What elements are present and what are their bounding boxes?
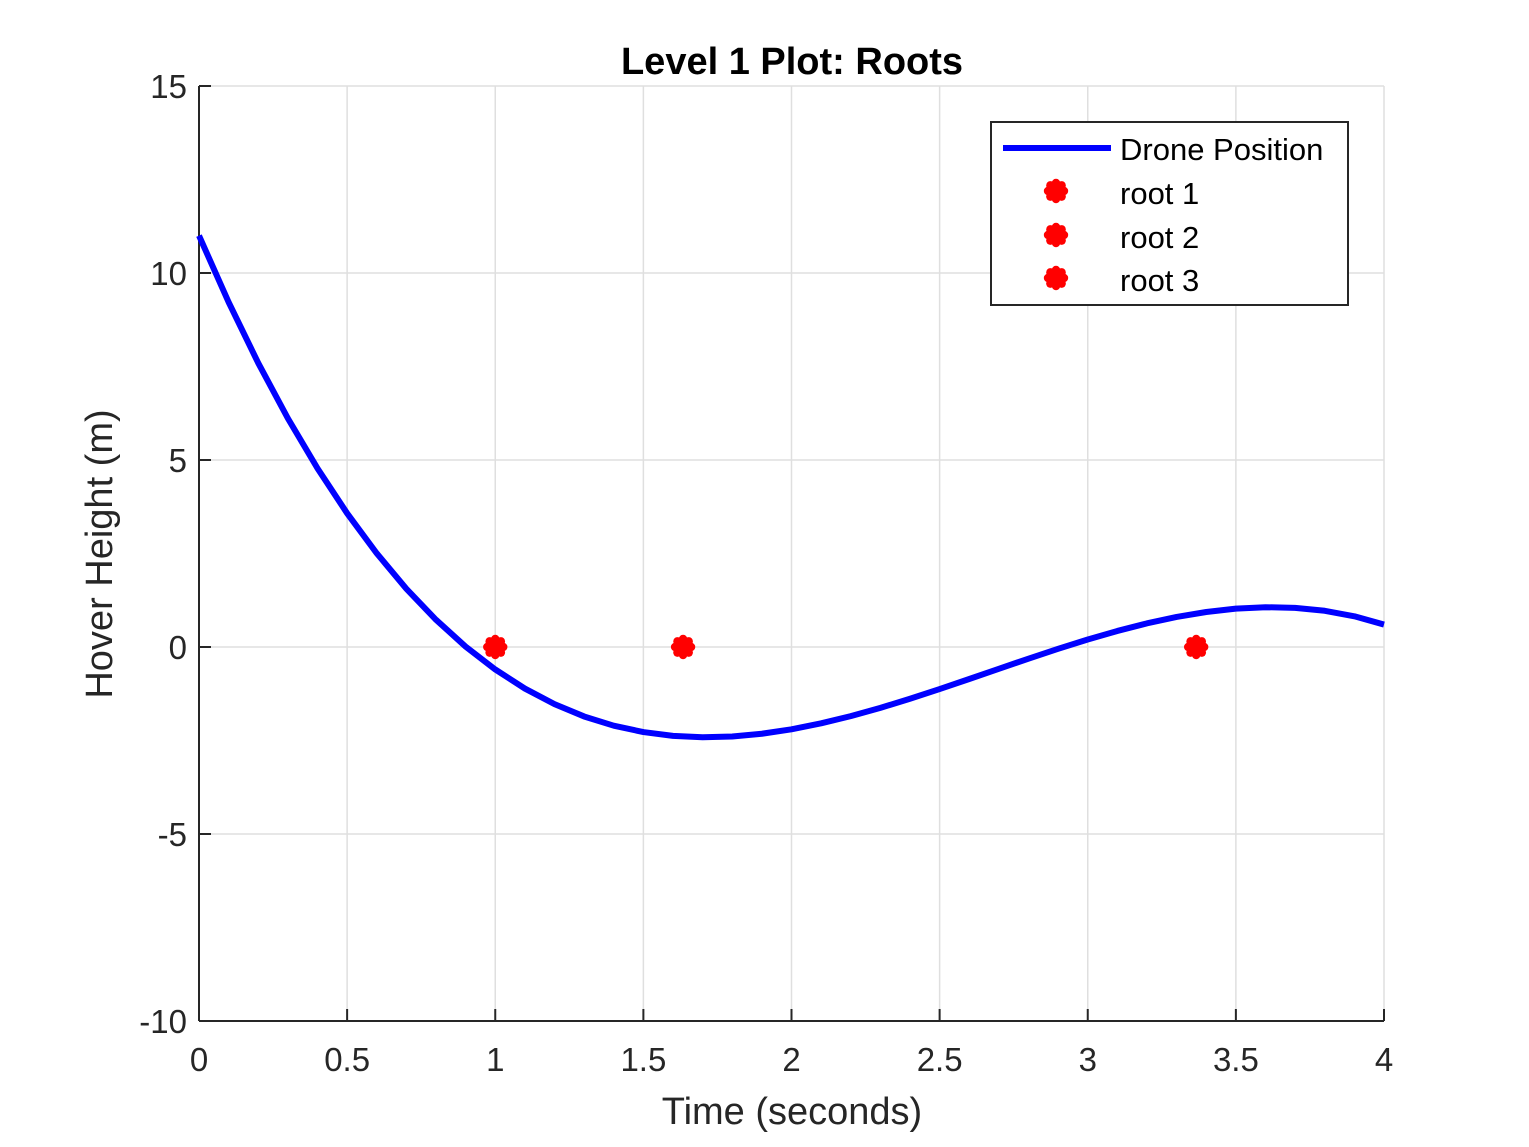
root-marker-2-spike: [684, 637, 693, 646]
legend-root-marker-2-spike: [1057, 225, 1066, 234]
x-tick-label: 3.5: [1213, 1041, 1259, 1078]
legend-label-root-1: root 1: [1120, 176, 1199, 211]
x-tick-label: 1.5: [620, 1041, 666, 1078]
root-markers: [483, 634, 1209, 660]
legend-label-root-3: root 3: [1120, 263, 1199, 298]
y-tick-label: -10: [139, 1003, 187, 1040]
legend-root-marker-3: [1043, 265, 1069, 291]
x-tick-label: 4: [1375, 1041, 1393, 1078]
root-marker-2: [670, 634, 696, 660]
y-axis-label: Hover Height (m): [79, 409, 121, 698]
legend-root-marker-1-spike: [1057, 181, 1066, 190]
legend-root-marker-2: [1043, 222, 1069, 248]
y-tick-label: -5: [158, 816, 187, 853]
x-tick-label: 1: [486, 1041, 504, 1078]
root-marker-3: [1183, 634, 1209, 660]
x-tick-label: 3: [1079, 1041, 1097, 1078]
legend: Drone Position root 1 root 2 root 3: [990, 121, 1349, 306]
legend-root-marker-3-spike: [1057, 268, 1066, 277]
legend-label-drone-position: Drone Position: [1120, 132, 1323, 167]
legend-label-root-2: root 2: [1120, 220, 1199, 255]
series-line-drone-position: [196, 234, 1385, 741]
x-axis-label: Time (seconds): [662, 1091, 922, 1133]
series-layer: [196, 234, 1385, 741]
grid: [198, 85, 1385, 1022]
legend-root-marker-1: [1043, 178, 1069, 204]
y-tick-label: 10: [150, 255, 187, 292]
root-marker-1: [483, 634, 508, 660]
x-tick-label: 0: [190, 1041, 208, 1078]
x-tick-label: 2.5: [917, 1041, 963, 1078]
legend-marker-root-1: [1043, 178, 1069, 204]
x-tick-label: 0.5: [324, 1041, 370, 1078]
root-marker-3-spike: [1197, 637, 1207, 646]
ticks: 0 0.5 1 1.5 2 2.5 3 3.5 4 -10 -5 0 5 10 15: [139, 68, 1393, 1078]
legend-marker-root-3: [1043, 265, 1069, 291]
y-tick-label: 0: [169, 629, 187, 666]
chart-title: Level 1 Plot: Roots: [621, 41, 963, 83]
x-tick-label: 2: [782, 1041, 800, 1078]
legend-marker-root-2: [1043, 222, 1069, 248]
root-marker-1-spike: [496, 637, 506, 646]
y-tick-label: 15: [150, 68, 187, 105]
y-tick-label: 5: [169, 442, 187, 479]
